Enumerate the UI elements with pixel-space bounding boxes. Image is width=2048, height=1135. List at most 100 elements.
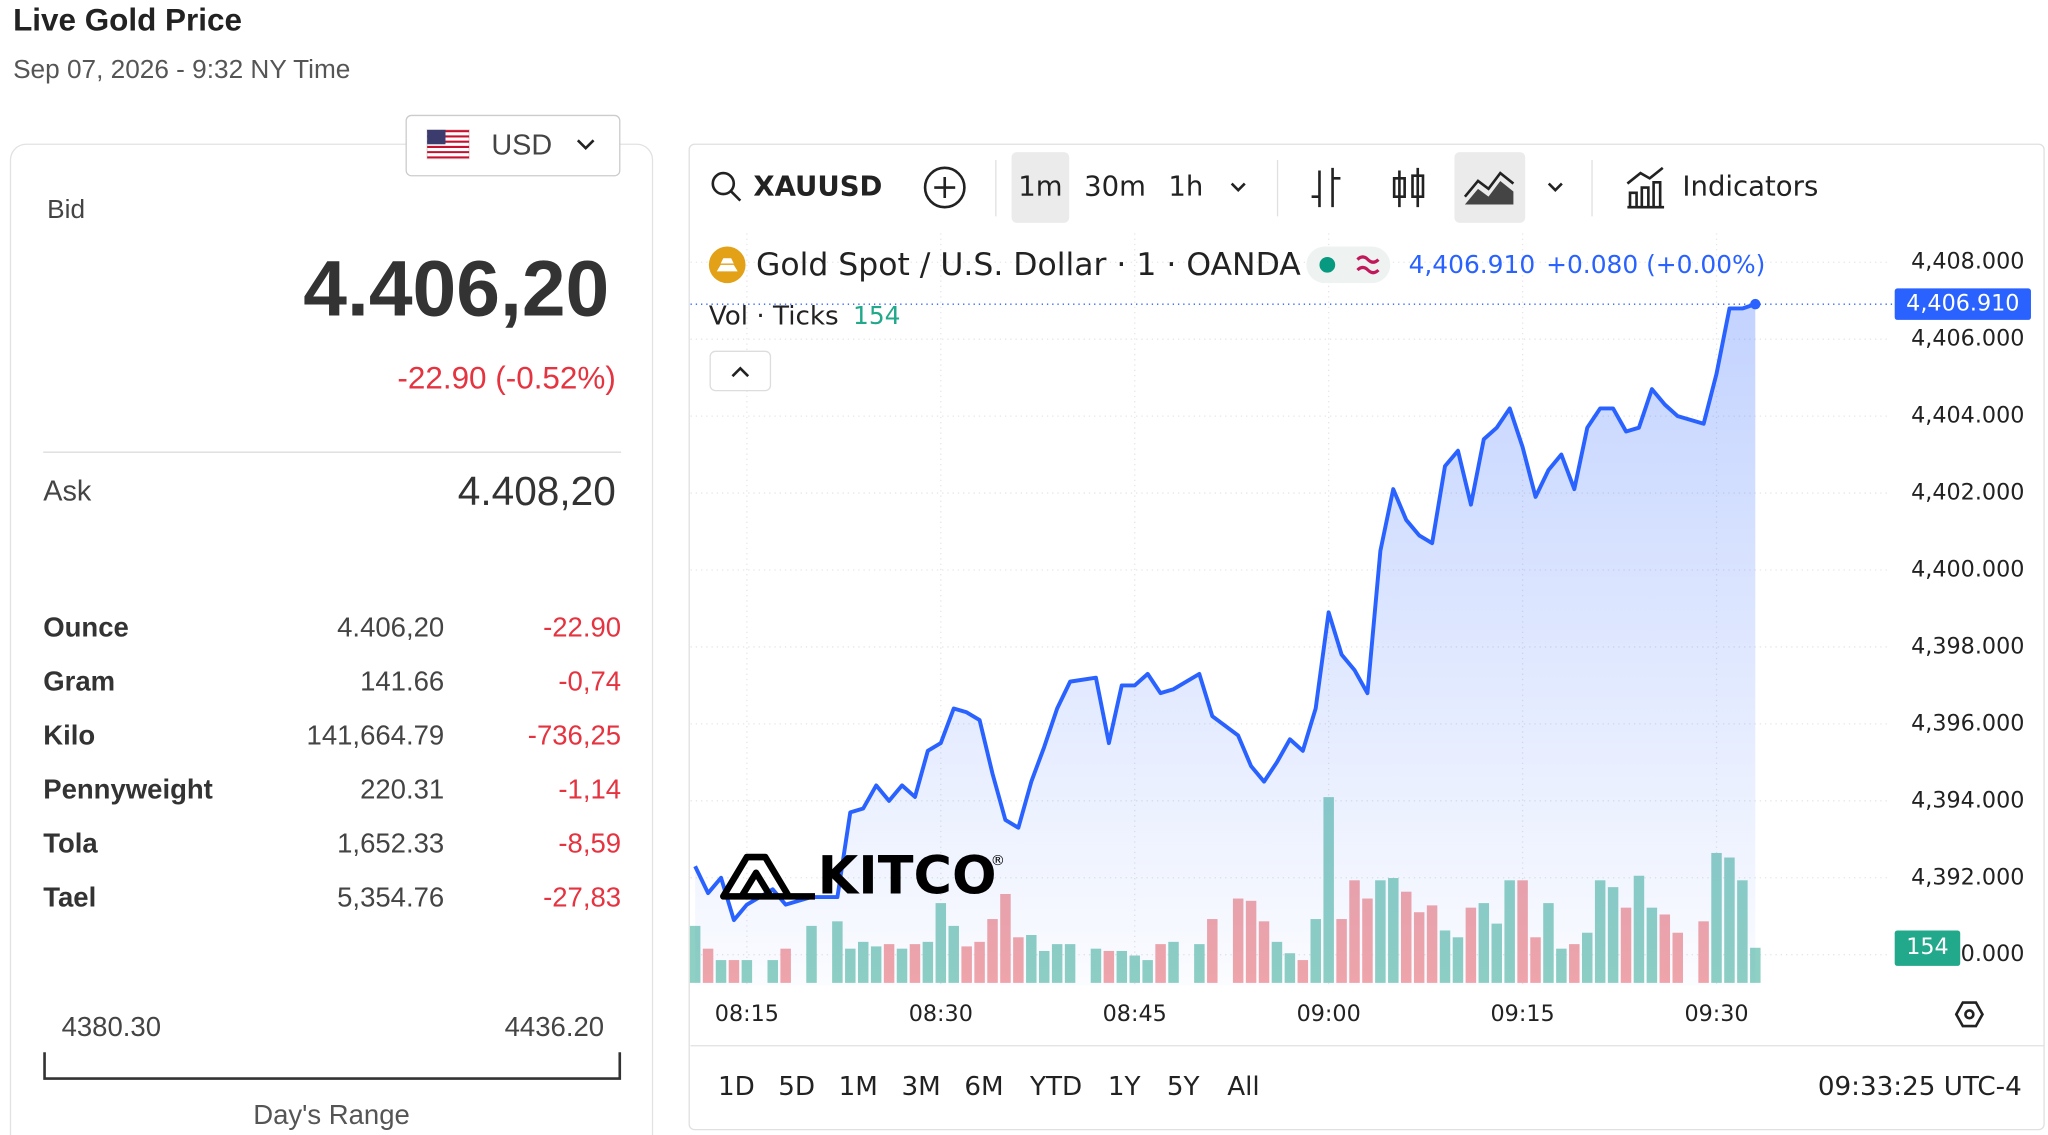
indicators[interactable]: Indicators bbox=[1682, 171, 1818, 203]
interval[interactable]: 1m bbox=[1018, 171, 1062, 203]
unit-change: -1,14 bbox=[558, 773, 621, 804]
chart-title: Gold Spot / U.S. Dollar · 1 · OANDA bbox=[756, 247, 1301, 283]
last-price-label: 4,406.910 bbox=[1906, 291, 2019, 317]
chevron bbox=[576, 139, 595, 151]
unit-change: -8,59 bbox=[558, 827, 621, 858]
ask-price: 4.408,20 bbox=[458, 468, 616, 514]
unit-price: 141,664.79 bbox=[307, 719, 445, 750]
legend-value: 4,406.910 bbox=[1409, 250, 1536, 279]
currency-select[interactable]: USD bbox=[405, 114, 621, 177]
interval-active[interactable] bbox=[1011, 152, 1070, 223]
y-tick-label: 4,408.000 bbox=[1911, 249, 2024, 275]
range-button[interactable]: 5D bbox=[778, 1072, 815, 1102]
range-button[interactable]: 6M bbox=[964, 1072, 1003, 1102]
price-card bbox=[9, 143, 654, 1135]
range-low: 4380.30 bbox=[62, 1011, 161, 1042]
range-button[interactable]: 5Y bbox=[1167, 1072, 1201, 1102]
range-button[interactable]: 1Y bbox=[1108, 1072, 1142, 1102]
style-menu[interactable] bbox=[1547, 182, 1563, 192]
page-title: Live Gold Price bbox=[13, 3, 242, 38]
timestamp: Sep 07, 2026 - 9:32 NY Time bbox=[13, 54, 350, 84]
add-symbol[interactable] bbox=[923, 166, 966, 209]
range-button[interactable]: YTD bbox=[1029, 1072, 1082, 1102]
y-tick-label: 4,400.000 bbox=[1911, 556, 2024, 582]
unit-name: Gram bbox=[43, 665, 115, 696]
range-bracket bbox=[43, 1052, 622, 1080]
y-tick-label: 4,406.000 bbox=[1911, 326, 2024, 352]
interval-menu[interactable] bbox=[1230, 182, 1246, 192]
volume-bar bbox=[1750, 947, 1761, 983]
y-tick-label: 4,394.000 bbox=[1911, 787, 2024, 813]
unit-name: Kilo bbox=[43, 719, 95, 750]
range-button[interactable]: 1D bbox=[718, 1072, 755, 1102]
x-tick-label: 09:15 bbox=[1491, 1001, 1555, 1027]
last-price-badge bbox=[1894, 288, 2031, 320]
range-button[interactable]: 3M bbox=[902, 1072, 941, 1102]
unit-price: 141.66 bbox=[360, 665, 444, 696]
settings-icon[interactable] bbox=[1954, 1001, 1984, 1028]
range-button[interactable]: 1M bbox=[839, 1072, 878, 1102]
symbol-icon bbox=[708, 246, 746, 284]
flag-stripes bbox=[427, 130, 470, 159]
symbol[interactable]: XAUUSD bbox=[753, 171, 882, 203]
watermark-logo bbox=[720, 853, 816, 900]
range-label: Day's Range bbox=[253, 1099, 410, 1130]
unit-change: -22.90 bbox=[543, 611, 621, 642]
indicators-icon[interactable] bbox=[1626, 166, 1665, 209]
search-icon[interactable] bbox=[711, 171, 736, 196]
x-tick-label: 08:30 bbox=[909, 1001, 973, 1027]
bars-icon[interactable] bbox=[1311, 167, 1341, 208]
status-dot bbox=[1319, 256, 1336, 273]
units-table: Ounce 4.406,20 -22.90 Gram 141.66 -0,74 Kilo 14… bbox=[43, 611, 621, 912]
unit-price: 220.31 bbox=[360, 773, 444, 804]
currency[interactable]: USD bbox=[491, 130, 552, 162]
unit-change: -27,83 bbox=[543, 881, 621, 912]
volume-legend-value: 154 bbox=[853, 301, 900, 330]
volume-legend: Vol · Ticks bbox=[709, 302, 839, 332]
range-bar: 1D 5D 1M 3M 6M YTD 1Y 5Y All bbox=[718, 1072, 1260, 1102]
bid-label: Bid bbox=[47, 194, 85, 224]
y-tick-label: 4,392.000 bbox=[1911, 864, 2024, 890]
unit-price: 1,652.33 bbox=[337, 827, 444, 858]
collapse-icon bbox=[731, 366, 750, 378]
x-tick-label: 08:45 bbox=[1103, 1001, 1167, 1027]
search-icon-handle bbox=[730, 190, 742, 202]
candles-icon[interactable] bbox=[1392, 167, 1425, 208]
interval[interactable]: 1h bbox=[1168, 171, 1203, 203]
interval[interactable]: 30m bbox=[1084, 171, 1146, 203]
settings-icon-dot bbox=[1964, 1009, 1975, 1020]
delay-icon bbox=[1356, 255, 1380, 275]
last-point bbox=[1750, 298, 1761, 310]
price-line bbox=[693, 302, 1756, 923]
status-pill bbox=[1306, 246, 1391, 284]
area-icon-line bbox=[1463, 171, 1515, 198]
unit-name: Tola bbox=[43, 827, 98, 858]
y-tick-label: 4,398.000 bbox=[1911, 633, 2024, 659]
range-button[interactable]: All bbox=[1227, 1072, 1259, 1102]
y-tick-label: 4,396.000 bbox=[1911, 710, 2024, 736]
legend-change: +0.080 (+0.00%) bbox=[1546, 250, 1765, 279]
area-icon bbox=[1464, 180, 1514, 205]
flag-canton bbox=[427, 129, 446, 145]
x-tick-label: 09:00 bbox=[1297, 1001, 1361, 1027]
range-high: 4436.20 bbox=[505, 1011, 604, 1042]
unit-change: -0,74 bbox=[558, 665, 621, 696]
unit-name: Pennyweight bbox=[43, 773, 213, 804]
unit-price: 4.406,20 bbox=[337, 611, 444, 642]
unit-price: 5,354.76 bbox=[337, 881, 444, 912]
volume-badge-label: 154 bbox=[1906, 934, 1949, 960]
watermark: KITCO bbox=[818, 845, 997, 906]
volume-badge bbox=[1894, 930, 1961, 966]
unit-name: Ounce bbox=[43, 611, 129, 642]
area-fill bbox=[695, 304, 1756, 986]
y-tick-label: 4,404.000 bbox=[1911, 403, 2024, 429]
clock: 09:33:25 UTC-4 bbox=[1818, 1072, 2022, 1102]
collapse-button[interactable] bbox=[709, 350, 772, 392]
unit-name: Tael bbox=[43, 881, 96, 912]
bid-change: -22.90 (-0.52%) bbox=[397, 360, 615, 395]
x-tick-label: 08:15 bbox=[715, 1001, 779, 1027]
ask-label: Ask bbox=[43, 475, 92, 507]
x-tick-label: 09:30 bbox=[1684, 1001, 1748, 1027]
plot-area: 4,390.0004,392.0004,394.0004,396.0004,39… bbox=[689, 233, 2031, 1027]
